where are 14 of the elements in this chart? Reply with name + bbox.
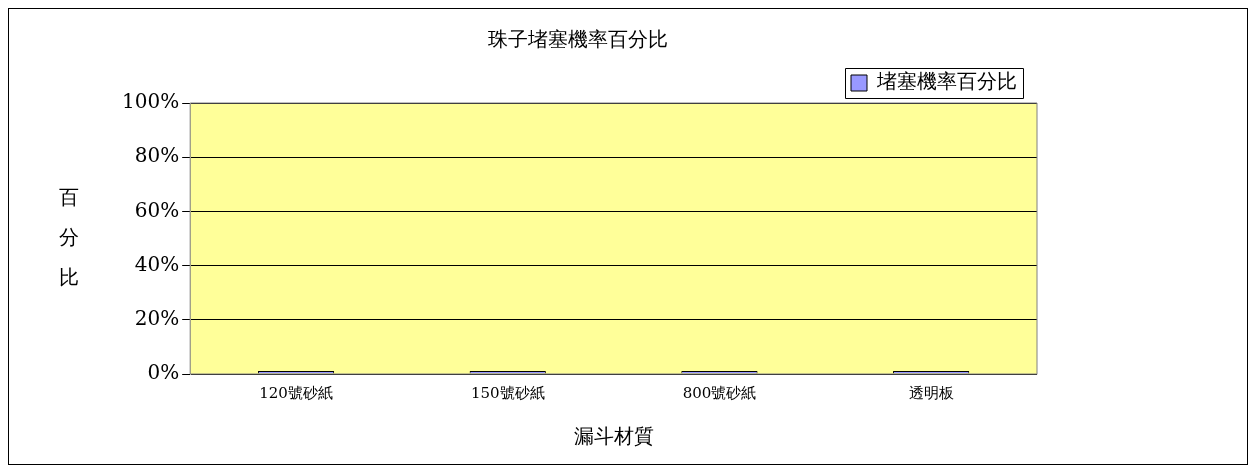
y-tick-label: 100% <box>121 89 180 114</box>
legend-label: 堵塞機率百分比 <box>876 69 1017 94</box>
x-axis-title: 漏斗材質 <box>573 424 654 449</box>
y-tick-label: 60% <box>134 197 180 222</box>
y-tick-label: 0% <box>147 360 180 385</box>
y-tick-label: 20% <box>134 306 180 330</box>
y-tick-label: 40% <box>134 251 180 276</box>
x-tick-label: 800號砂紙 <box>682 383 757 402</box>
x-tick-label: 150號砂紙 <box>470 383 545 402</box>
x-tick-label: 120號砂紙 <box>259 383 333 402</box>
y-tick-label: 80% <box>134 143 180 168</box>
y-axis-title: 百分比 <box>59 184 79 289</box>
x-tick-label: 透明板 <box>908 383 954 402</box>
chart-title: 珠子堵塞機率百分比 <box>488 27 668 52</box>
